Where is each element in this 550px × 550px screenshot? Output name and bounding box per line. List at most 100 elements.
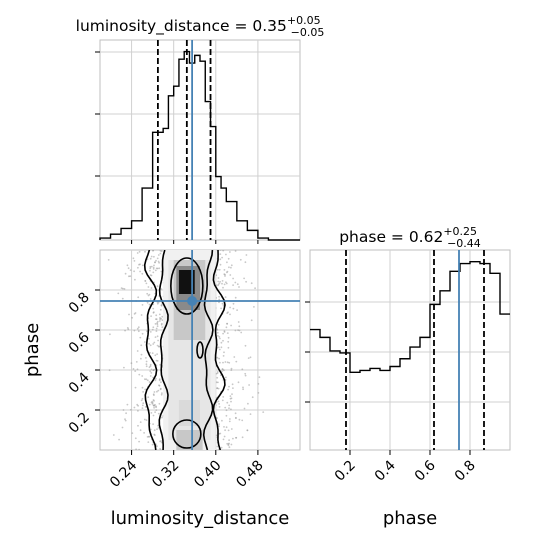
sample-point [229,418,231,420]
sample-point [224,361,227,363]
sample-point [223,435,226,438]
sample-point [230,428,233,430]
sample-point [153,404,155,407]
sample-point [218,425,220,428]
sample-point [136,368,139,371]
sample-point [161,326,164,329]
sample-point [131,316,134,319]
sample-point [161,392,163,394]
sample-point [156,320,159,323]
sample-point [126,403,129,406]
sample-point [218,348,221,351]
sample-point [149,428,152,431]
sample-point [112,434,115,436]
sample-point [232,437,234,440]
sample-point [238,329,241,332]
sample-point [218,268,221,271]
sample-point [241,436,244,439]
sample-point [222,286,224,289]
sample-point [127,328,130,331]
sample-point [156,390,158,393]
sample-point [151,352,154,354]
sample-point [139,429,142,432]
sample-point [138,448,140,450]
sample-point [152,311,155,313]
sample-point [152,399,155,401]
sample-point [258,376,261,379]
x-tick-label: 0.32 [149,458,182,491]
sample-point [159,308,162,311]
sample-point [146,292,149,295]
sample-point [217,387,220,390]
sample-point [161,416,163,419]
sample-point [127,275,130,278]
sample-point [221,282,223,285]
sample-point [145,419,148,421]
sample-point [141,386,144,389]
sample-point [225,376,227,379]
contour-mid-right [202,250,214,450]
sample-point [160,381,162,384]
sample-point [219,361,221,364]
sample-point [128,313,130,316]
sample-point [226,332,229,334]
sample-point [158,345,160,348]
sample-point [222,361,224,364]
sample-point [149,331,152,333]
sample-point [141,407,144,409]
sample-point [234,296,237,299]
sample-point [142,391,145,393]
luminosity-distance-histogram [99,50,300,241]
sample-point [148,343,151,345]
y-tick-label: 0.8 [66,290,93,317]
sample-point [226,261,228,264]
sample-point [217,381,219,384]
sample-point [239,258,242,261]
sample-point [141,264,144,267]
sample-point [224,406,227,409]
sample-point [159,388,162,391]
sample-point [224,296,227,298]
sample-point [135,361,138,363]
sample-point [219,253,222,256]
sample-point [129,275,132,278]
sample-point [136,403,139,406]
sample-point [145,365,148,368]
sample-point [154,323,157,325]
sample-point [222,396,225,398]
sample-point [134,386,137,389]
sample-point [229,395,232,397]
sample-point [147,294,150,297]
sample-point [126,264,129,267]
sample-point [157,254,160,256]
sample-point [229,397,232,400]
luminosity-distance-title: luminosity_distance = 0.35+0.05 −0.05 [76,14,325,39]
sample-point [155,267,158,270]
sample-point [159,317,161,319]
sample-point [230,324,233,327]
sample-point [137,424,139,427]
sample-point [224,275,226,277]
luminosity-distance-histogram-panel [95,39,301,244]
sample-point [217,346,220,349]
sample-point [145,360,148,363]
sample-point [158,313,161,316]
sample-point [123,366,125,369]
sample-point [152,271,155,274]
sample-point [237,321,240,323]
sample-point [149,363,152,366]
sample-point [216,331,219,334]
sample-point [227,311,229,314]
sample-point [149,298,152,300]
sample-point [157,260,160,263]
sample-point [232,284,235,286]
sample-point [152,268,155,270]
sample-point [217,277,220,279]
sample-point [253,306,255,308]
sample-point [223,269,226,271]
sample-point [216,371,219,373]
sample-point [242,386,244,389]
sample-point [131,432,134,434]
sample-point [225,409,228,412]
